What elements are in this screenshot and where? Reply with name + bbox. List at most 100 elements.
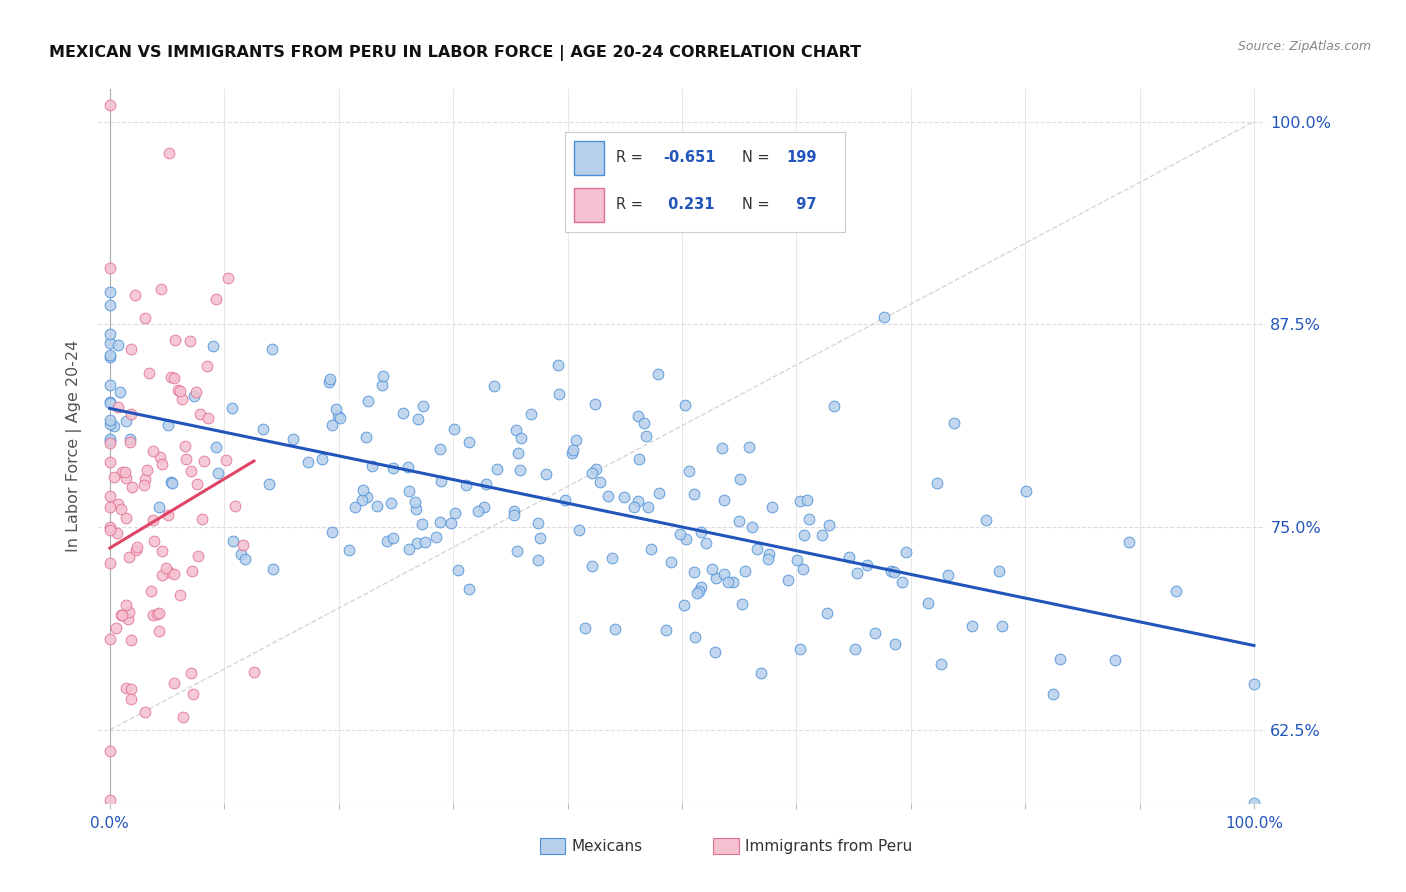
Point (704, 571, 727, 585)
Point (695, 535, 717, 549)
Point (929, 657, 952, 671)
Point (173, 440, 195, 454)
Point (371, 368, 394, 383)
Point (467, 504, 489, 518)
Point (936, 567, 959, 582)
Point (689, 580, 711, 594)
Point (648, 486, 671, 500)
Point (574, 621, 596, 635)
Point (221, 401, 243, 416)
Point (927, 475, 949, 490)
Point (873, 310, 896, 325)
Point (529, 531, 551, 545)
Point (891, 575, 914, 590)
Point (447, 563, 470, 577)
Point (600, 550, 623, 565)
Point (98, 500, 121, 515)
Point (581, 558, 603, 573)
Point (98, 557, 121, 571)
Point (356, 429, 378, 443)
Point (337, 543, 360, 558)
Text: Mexicans: Mexicans (571, 838, 643, 854)
Point (761, 500, 783, 514)
Point (988, 564, 1011, 578)
Point (162, 371, 184, 385)
Point (710, 441, 733, 455)
Point (654, 623, 676, 637)
Point (127, 540, 149, 554)
Point (159, 369, 181, 384)
Point (243, 665, 266, 680)
Point (318, 375, 340, 389)
Point (357, 394, 380, 409)
Point (520, 407, 543, 421)
Point (98, 433, 121, 447)
Point (527, 516, 550, 531)
Point (627, 493, 650, 508)
Point (110, 501, 132, 516)
Point (583, 396, 606, 410)
Point (124, 287, 146, 301)
Point (429, 442, 451, 457)
Point (117, 612, 139, 626)
FancyBboxPatch shape (540, 838, 565, 855)
Point (786, 553, 808, 567)
Point (603, 622, 626, 636)
Point (311, 452, 333, 467)
Point (1164, 584, 1187, 599)
Point (98, 298, 121, 312)
Point (98, 792, 121, 806)
Point (319, 372, 342, 386)
Text: 0.0%: 0.0% (90, 816, 129, 830)
Point (838, 550, 860, 565)
Point (398, 483, 420, 498)
Point (329, 411, 352, 425)
Point (505, 423, 527, 437)
Point (98, 348, 121, 362)
Point (856, 558, 879, 573)
Point (326, 409, 349, 424)
Point (134, 472, 156, 486)
Point (713, 567, 735, 582)
Point (502, 508, 524, 522)
Point (1042, 688, 1064, 702)
Point (1243, 677, 1265, 691)
Point (585, 462, 607, 476)
Point (560, 445, 582, 459)
Point (142, 513, 165, 527)
Point (682, 565, 704, 579)
Point (883, 565, 905, 579)
Point (627, 451, 650, 466)
Point (193, 454, 215, 468)
Point (98, 455, 121, 469)
Point (728, 473, 751, 487)
Point (747, 542, 769, 557)
Point (202, 339, 225, 353)
Point (149, 450, 172, 465)
Point (132, 478, 155, 492)
Point (98, 744, 121, 758)
Point (382, 531, 405, 545)
Point (408, 412, 430, 426)
Point (413, 534, 436, 549)
Point (98, 98, 121, 112)
Point (659, 555, 682, 569)
Point (98, 435, 121, 450)
Point (98, 350, 121, 364)
Point (107, 497, 129, 511)
Point (818, 517, 841, 532)
Point (186, 477, 208, 491)
Point (509, 462, 531, 476)
Point (160, 475, 183, 490)
Point (205, 440, 228, 454)
Point (717, 574, 740, 589)
Point (195, 359, 218, 374)
Point (686, 586, 709, 600)
Point (217, 270, 239, 285)
Point (789, 642, 811, 657)
Point (110, 385, 132, 400)
Point (370, 377, 392, 392)
Point (703, 645, 725, 659)
Point (121, 480, 143, 494)
Point (98, 377, 121, 392)
